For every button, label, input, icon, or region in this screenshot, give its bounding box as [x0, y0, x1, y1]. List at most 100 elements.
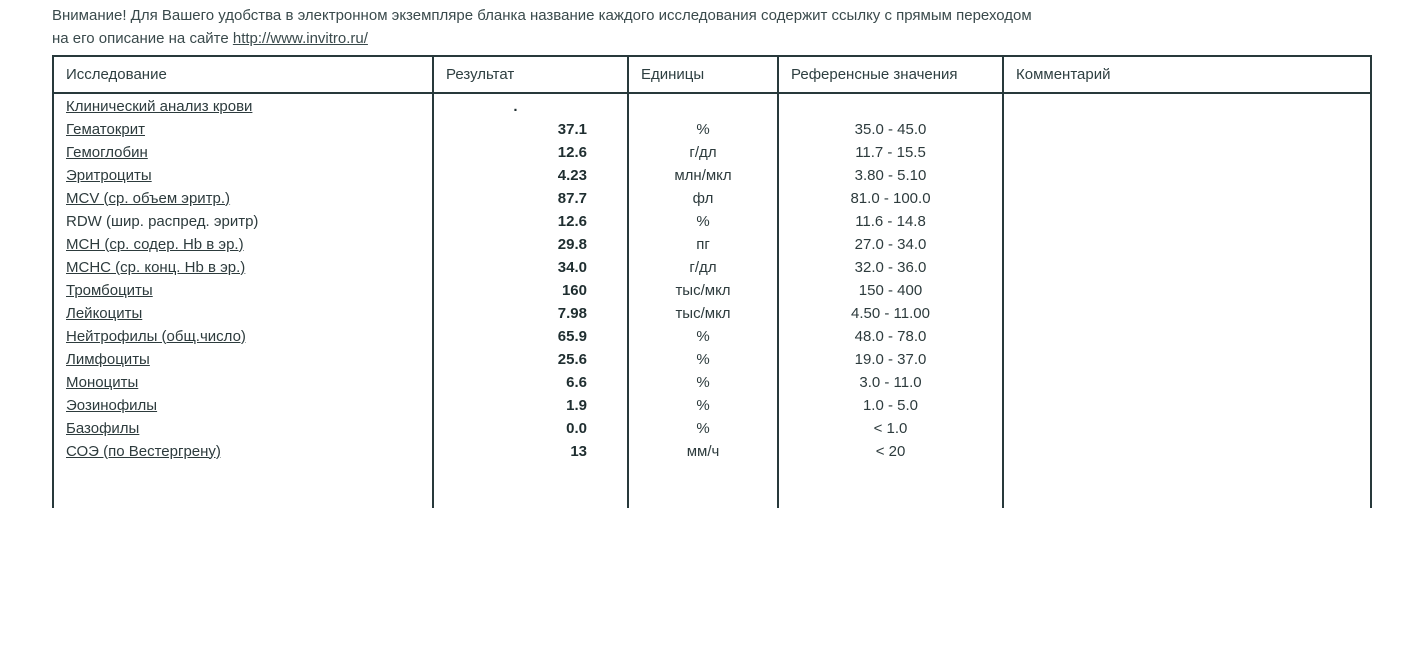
test-name-link[interactable]: Гемоглобин	[66, 144, 148, 161]
test-name-cell: Эозинофилы	[53, 393, 433, 416]
notice-line-1: Внимание! Для Вашего удобства в электрон…	[52, 7, 1032, 24]
table-row: RDW (шир. распред. эритр)12.6%11.6 - 14.…	[53, 209, 1371, 232]
spacer-cell	[53, 462, 433, 508]
table-row: Моноциты6.6%3.0 - 11.0	[53, 370, 1371, 393]
notice-link[interactable]: http://www.invitro.ru/	[233, 30, 368, 47]
test-name-link[interactable]: Лейкоциты	[66, 305, 142, 322]
spacer-cell	[433, 462, 628, 508]
test-comment-cell	[1003, 393, 1371, 416]
test-result-cell: 12.6	[433, 140, 628, 163]
test-name-link[interactable]: СОЭ (по Вестергрену)	[66, 443, 221, 460]
table-row: Эозинофилы 1.9%1.0 - 5.0	[53, 393, 1371, 416]
test-units-cell: %	[628, 324, 778, 347]
test-ref-cell: 11.7 - 15.5	[778, 140, 1003, 163]
test-name-link[interactable]: Моноциты	[66, 374, 138, 391]
table-row: MCV (ср. объем эритр.)87.7фл81.0 - 100.0	[53, 186, 1371, 209]
test-units-cell: %	[628, 347, 778, 370]
test-name-link[interactable]: MCHC (ср. конц. Hb в эр.)	[66, 259, 245, 276]
section-title-cell: Клинический анализ крови	[53, 93, 433, 117]
test-ref-cell: 1.0 - 5.0	[778, 393, 1003, 416]
test-comment-cell	[1003, 163, 1371, 186]
test-ref-cell: 3.80 - 5.10	[778, 163, 1003, 186]
test-name-cell: Базофилы	[53, 416, 433, 439]
table-row: MCHC (ср. конц. Hb в эр.)34.0г/дл32.0 - …	[53, 255, 1371, 278]
test-name-cell: RDW (шир. распред. эритр)	[53, 209, 433, 232]
test-name-cell: Гематокрит	[53, 117, 433, 140]
table-row: Эритроциты 4.23млн/мкл3.80 - 5.10	[53, 163, 1371, 186]
section-units-cell	[628, 93, 778, 117]
section-dot: .	[444, 98, 587, 115]
test-ref-cell: 4.50 - 11.00	[778, 301, 1003, 324]
section-ref-cell	[778, 93, 1003, 117]
test-name-cell: СОЭ (по Вестергрену)	[53, 439, 433, 462]
test-result-cell: 37.1	[433, 117, 628, 140]
spacer-cell	[628, 462, 778, 508]
table-row: Гематокрит37.1%35.0 - 45.0	[53, 117, 1371, 140]
test-units-cell: мм/ч	[628, 439, 778, 462]
test-name-link[interactable]: Тромбоциты	[66, 282, 153, 299]
table-row: Лейкоциты7.98тыс/мкл4.50 - 11.00	[53, 301, 1371, 324]
test-units-cell: пг	[628, 232, 778, 255]
test-units-cell: г/дл	[628, 140, 778, 163]
test-result-cell: 13	[433, 439, 628, 462]
test-comment-cell	[1003, 278, 1371, 301]
test-ref-cell: 19.0 - 37.0	[778, 347, 1003, 370]
test-name-link[interactable]: Гематокрит	[66, 121, 145, 138]
test-ref-cell: 11.6 - 14.8	[778, 209, 1003, 232]
test-comment-cell	[1003, 140, 1371, 163]
table-row: Нейтрофилы (общ.число)65.9%48.0 - 78.0	[53, 324, 1371, 347]
test-ref-cell: < 20	[778, 439, 1003, 462]
test-name-cell: Эритроциты	[53, 163, 433, 186]
test-comment-cell	[1003, 370, 1371, 393]
test-name-cell: Гемоглобин	[53, 140, 433, 163]
test-name-link[interactable]: Нейтрофилы (общ.число)	[66, 328, 246, 345]
test-comment-cell	[1003, 117, 1371, 140]
table-row: Базофилы0.0%< 1.0	[53, 416, 1371, 439]
test-ref-cell: 27.0 - 34.0	[778, 232, 1003, 255]
test-name-link[interactable]: Лимфоциты	[66, 351, 150, 368]
test-result-cell: 25.6	[433, 347, 628, 370]
table-spacer-row	[53, 462, 1371, 508]
test-comment-cell	[1003, 255, 1371, 278]
test-name-link[interactable]: MCH (ср. содер. Hb в эр.)	[66, 236, 244, 253]
test-units-cell: %	[628, 209, 778, 232]
test-comment-cell	[1003, 209, 1371, 232]
test-name-link[interactable]: Базофилы	[66, 420, 139, 437]
test-comment-cell	[1003, 324, 1371, 347]
table-header-row: Исследование Результат Единицы Референсн…	[53, 56, 1371, 93]
test-name-cell: Тромбоциты	[53, 278, 433, 301]
test-name-link[interactable]: Эозинофилы	[66, 397, 157, 414]
section-title[interactable]: Клинический анализ крови	[66, 98, 252, 115]
col-header-ref: Референсные значения	[778, 56, 1003, 93]
test-comment-cell	[1003, 439, 1371, 462]
table-row: Тромбоциты160тыс/мкл150 - 400	[53, 278, 1371, 301]
test-name-link[interactable]: Эритроциты	[66, 167, 152, 184]
test-result-cell: 160	[433, 278, 628, 301]
test-units-cell: %	[628, 370, 778, 393]
test-ref-cell: 48.0 - 78.0	[778, 324, 1003, 347]
test-name-cell: MCH (ср. содер. Hb в эр.)	[53, 232, 433, 255]
notice-line-2-prefix: на его описание на сайте	[52, 30, 233, 47]
section-result-cell: .	[433, 93, 628, 117]
test-name-cell: MCV (ср. объем эритр.)	[53, 186, 433, 209]
col-header-name: Исследование	[53, 56, 433, 93]
test-comment-cell	[1003, 186, 1371, 209]
test-units-cell: млн/мкл	[628, 163, 778, 186]
test-units-cell: %	[628, 416, 778, 439]
col-header-comment: Комментарий	[1003, 56, 1371, 93]
table-row: Клинический анализ крови.	[53, 93, 1371, 117]
test-name-cell: Лейкоциты	[53, 301, 433, 324]
test-result-cell: 7.98	[433, 301, 628, 324]
notice-block: Внимание! Для Вашего удобства в электрон…	[52, 4, 1372, 51]
test-units-cell: %	[628, 393, 778, 416]
test-result-cell: 1.9	[433, 393, 628, 416]
test-result-cell: 4.23	[433, 163, 628, 186]
test-units-cell: фл	[628, 186, 778, 209]
table-row: Гемоглобин 12.6г/дл11.7 - 15.5	[53, 140, 1371, 163]
test-comment-cell	[1003, 301, 1371, 324]
table-row: СОЭ (по Вестергрену) 13мм/ч< 20	[53, 439, 1371, 462]
test-result-cell: 0.0	[433, 416, 628, 439]
test-name-cell: Моноциты	[53, 370, 433, 393]
test-name-link[interactable]: MCV (ср. объем эритр.)	[66, 190, 230, 207]
test-units-cell: тыс/мкл	[628, 278, 778, 301]
